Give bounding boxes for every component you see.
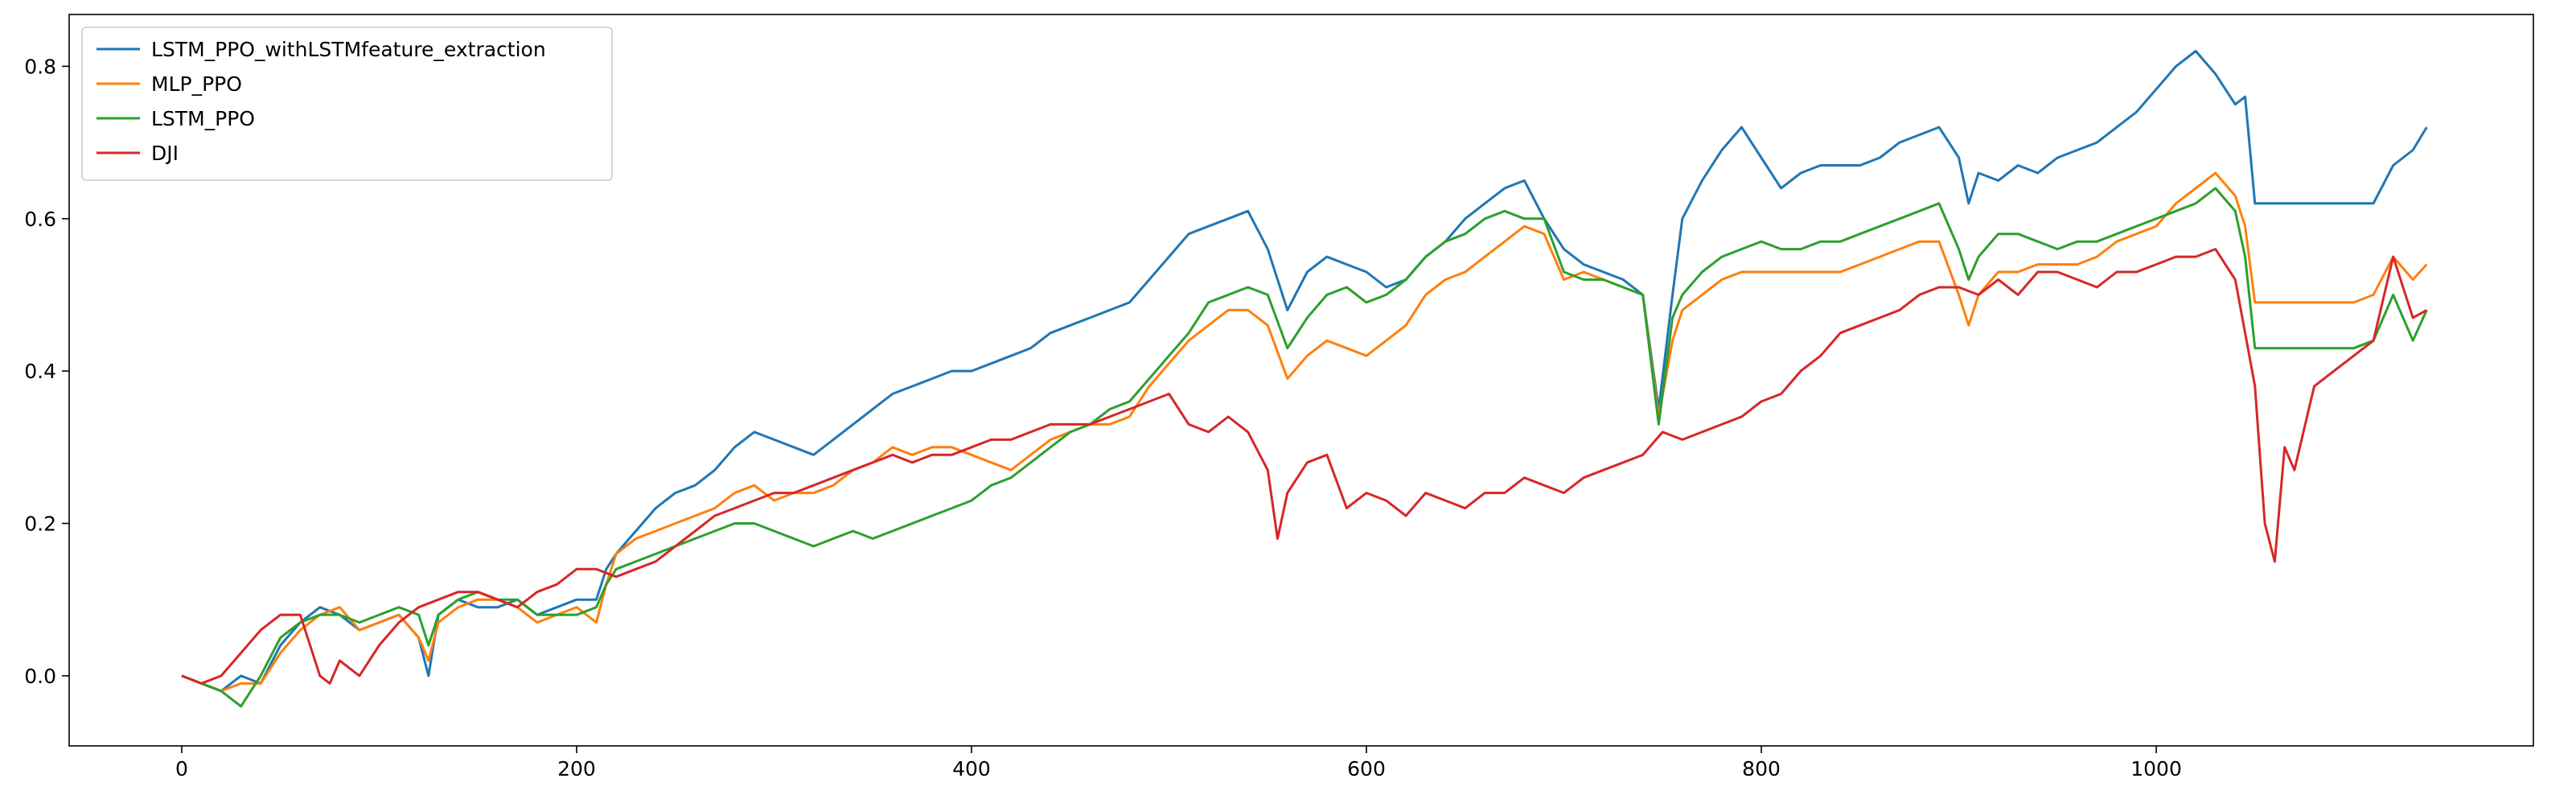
legend: LSTM_PPO_withLSTMfeature_extraction MLP_P… bbox=[81, 27, 613, 181]
x-tick-label: 800 bbox=[1742, 757, 1781, 780]
axes-layer: 0 200 400 600 800 1000 0.0 0.2 0.4 0.6 0.8 bbox=[24, 14, 2534, 780]
series-line-dji bbox=[181, 248, 2428, 685]
y-tick-label: 0.4 bbox=[24, 360, 56, 383]
legend-box bbox=[81, 27, 613, 181]
x-tick-label: 0 bbox=[175, 757, 188, 780]
legend-label: DJI bbox=[151, 142, 179, 165]
x-tick-label: 200 bbox=[557, 757, 596, 780]
series-layer bbox=[181, 50, 2428, 708]
y-tick-label: 0.6 bbox=[24, 208, 56, 231]
y-tick-label: 0.8 bbox=[24, 55, 56, 78]
plot-frame bbox=[68, 14, 2534, 747]
legend-label: MLP_PPO bbox=[151, 72, 242, 96]
series-line-lstm-ppo-withlstmfeature-extraction bbox=[181, 50, 2428, 693]
legend-label: LSTM_PPO_withLSTMfeature_extraction bbox=[151, 38, 546, 61]
y-tick-label: 0.0 bbox=[24, 665, 56, 688]
x-tick-label: 1000 bbox=[2130, 757, 2182, 780]
x-tick-label: 400 bbox=[952, 757, 991, 780]
x-tick-label: 600 bbox=[1347, 757, 1386, 780]
series-line-lstm-ppo bbox=[181, 187, 2428, 708]
legend-label: LSTM_PPO bbox=[151, 107, 255, 130]
y-tick-label: 0.2 bbox=[24, 513, 56, 536]
series-line-mlp-ppo bbox=[181, 171, 2428, 693]
